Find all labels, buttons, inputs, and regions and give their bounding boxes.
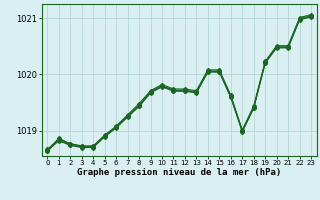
X-axis label: Graphe pression niveau de la mer (hPa): Graphe pression niveau de la mer (hPa) [77,168,281,177]
